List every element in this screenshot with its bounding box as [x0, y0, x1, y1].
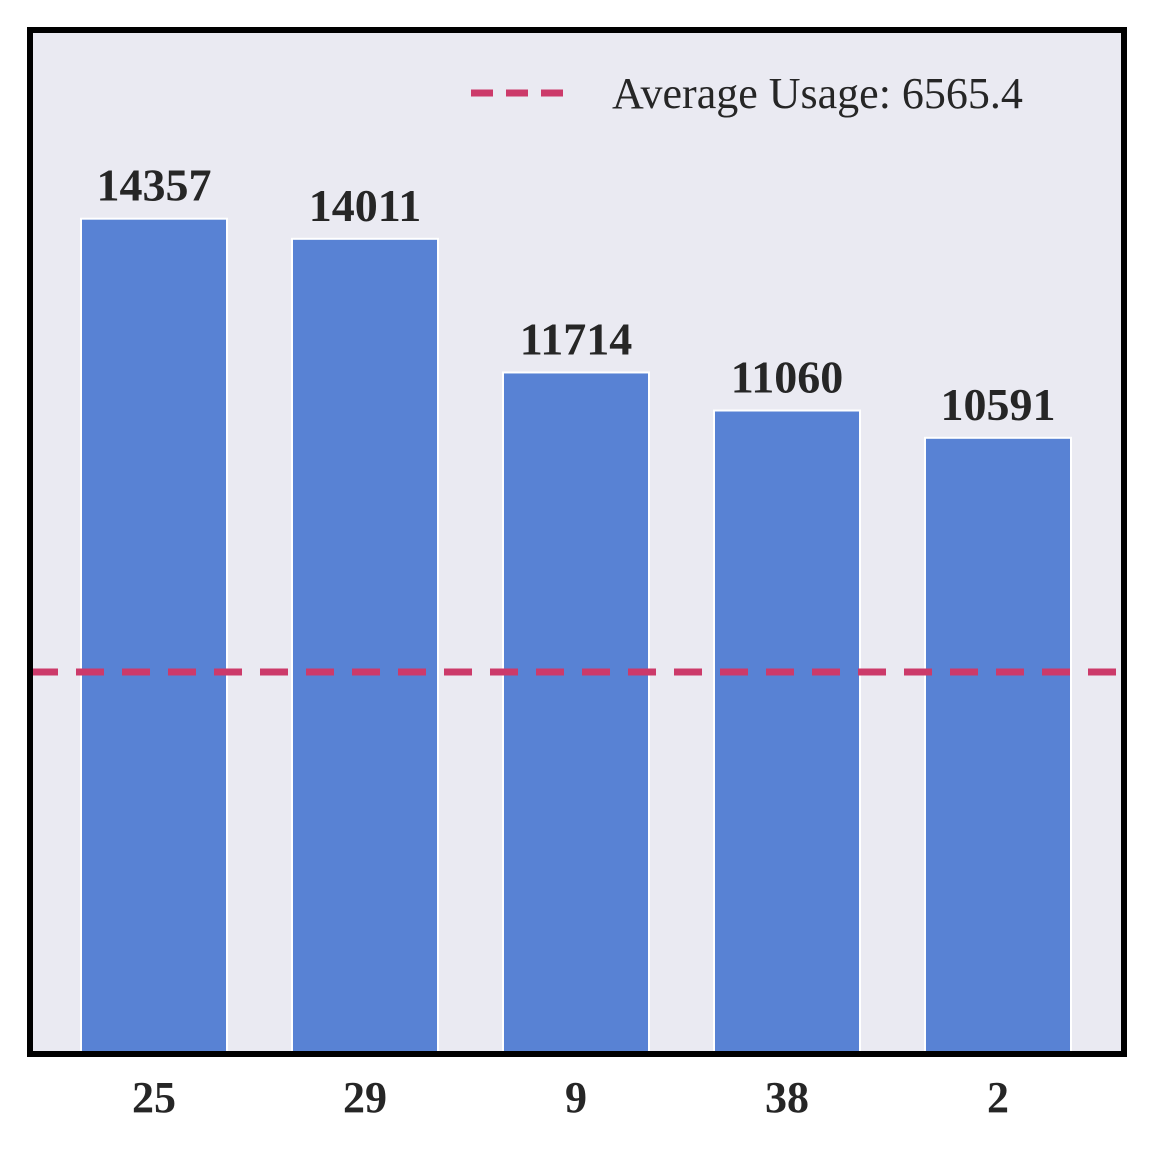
x-tick-label-2: 2	[987, 1073, 1009, 1122]
bar-29	[291, 237, 439, 1055]
value-label-38: 11060	[731, 352, 843, 403]
value-labels-group: 14357 14011 11714 11060 10591	[97, 160, 1056, 430]
bar-9	[502, 371, 650, 1055]
value-label-29: 14011	[309, 180, 421, 231]
legend: Average Usage: 6565.4	[471, 69, 1023, 118]
legend-label: Average Usage: 6565.4	[612, 69, 1023, 118]
bars-group	[80, 217, 1072, 1055]
value-label-2: 10591	[941, 379, 1056, 430]
x-tick-label-9: 9	[565, 1073, 587, 1122]
x-tick-labels-group: 25 29 9 38 2	[132, 1073, 1009, 1122]
x-tick-label-29: 29	[343, 1073, 387, 1122]
x-tick-label-25: 25	[132, 1073, 176, 1122]
value-label-25: 14357	[97, 160, 212, 211]
plot-frame	[27, 27, 1127, 1057]
bar-38	[713, 409, 861, 1055]
x-tick-label-38: 38	[765, 1073, 809, 1122]
value-label-9: 11714	[520, 313, 632, 364]
bar-2	[924, 436, 1072, 1055]
bar-25	[80, 217, 228, 1055]
